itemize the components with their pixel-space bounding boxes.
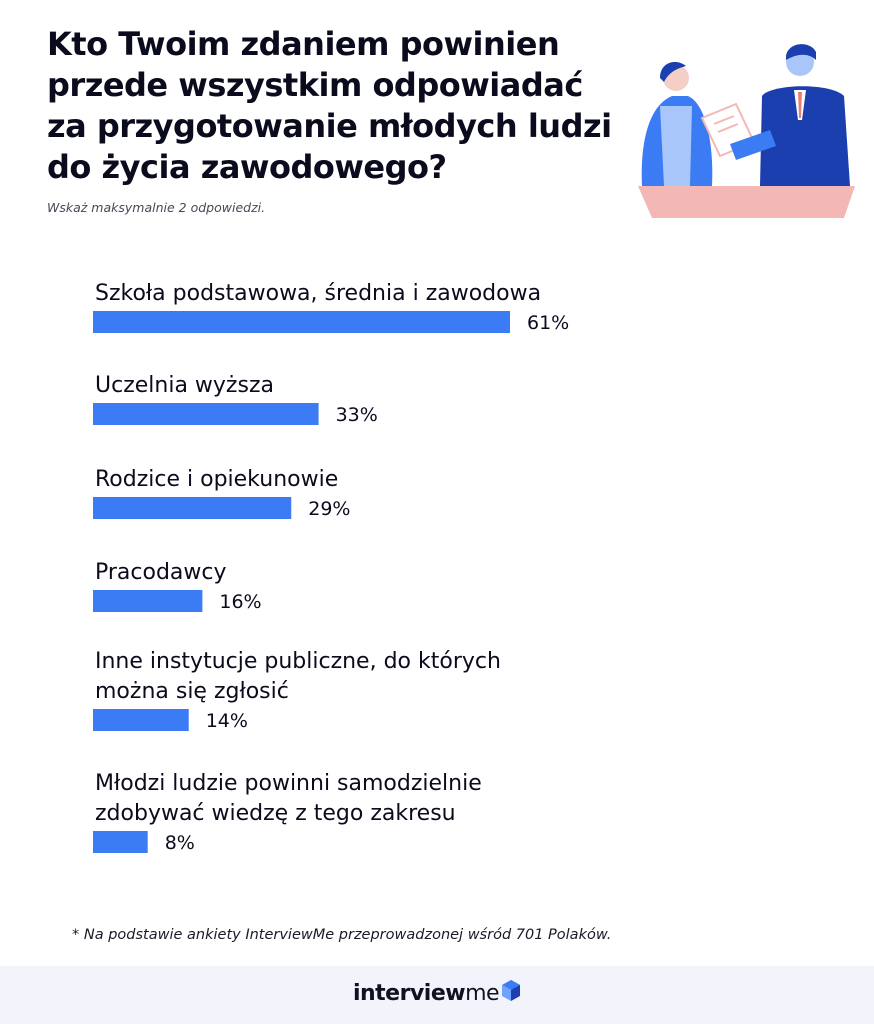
bar: [93, 709, 189, 731]
bar-chart: Szkoła podstawowa, średnia i zawodowa 61%…: [93, 281, 569, 854]
category-label: Uczelnia wyższa: [95, 373, 274, 398]
bar: [93, 590, 203, 612]
category-label: Szkoła podstawowa, średnia i zawodowa: [95, 281, 541, 306]
value-label: 16%: [219, 591, 261, 613]
value-label: 61%: [527, 312, 569, 334]
bar: [93, 403, 319, 425]
value-label: 14%: [206, 710, 248, 732]
category-label: zdobywać wiedzę z tego zakresu: [95, 801, 456, 826]
footer-bar: interviewme: [0, 966, 874, 1024]
desk-shape: [638, 186, 855, 218]
category-label: można się zgłosić: [95, 679, 289, 704]
bar: [93, 497, 292, 519]
category-label: Rodzice i opiekunowie: [95, 467, 338, 492]
logo-text-me: me: [465, 981, 500, 1006]
man-figure: [760, 86, 850, 186]
cube-icon: [502, 980, 521, 1001]
value-label: 33%: [336, 404, 378, 426]
value-label: 8%: [165, 832, 195, 854]
value-label: 29%: [308, 498, 350, 520]
bar: [93, 831, 148, 853]
category-label: Inne instytucje publiczne, do których: [95, 649, 501, 674]
logo-text-interview: interview: [352, 981, 466, 1006]
interviewme-logo: interviewme: [0, 979, 874, 1006]
chart-subtitle: Wskaż maksymalnie 2 odpowiedzi.: [47, 200, 266, 215]
chart-title: Kto Twoim zdaniem powinien przede wszyst…: [47, 25, 612, 186]
bar: [93, 311, 510, 333]
category-label: Pracodawcy: [95, 560, 227, 585]
category-label: Młodzi ludzie powinni samodzielnie: [95, 771, 482, 796]
business-meeting-illustration: [638, 44, 855, 218]
footnote: * Na podstawie ankiety InterviewMe przep…: [72, 927, 612, 943]
